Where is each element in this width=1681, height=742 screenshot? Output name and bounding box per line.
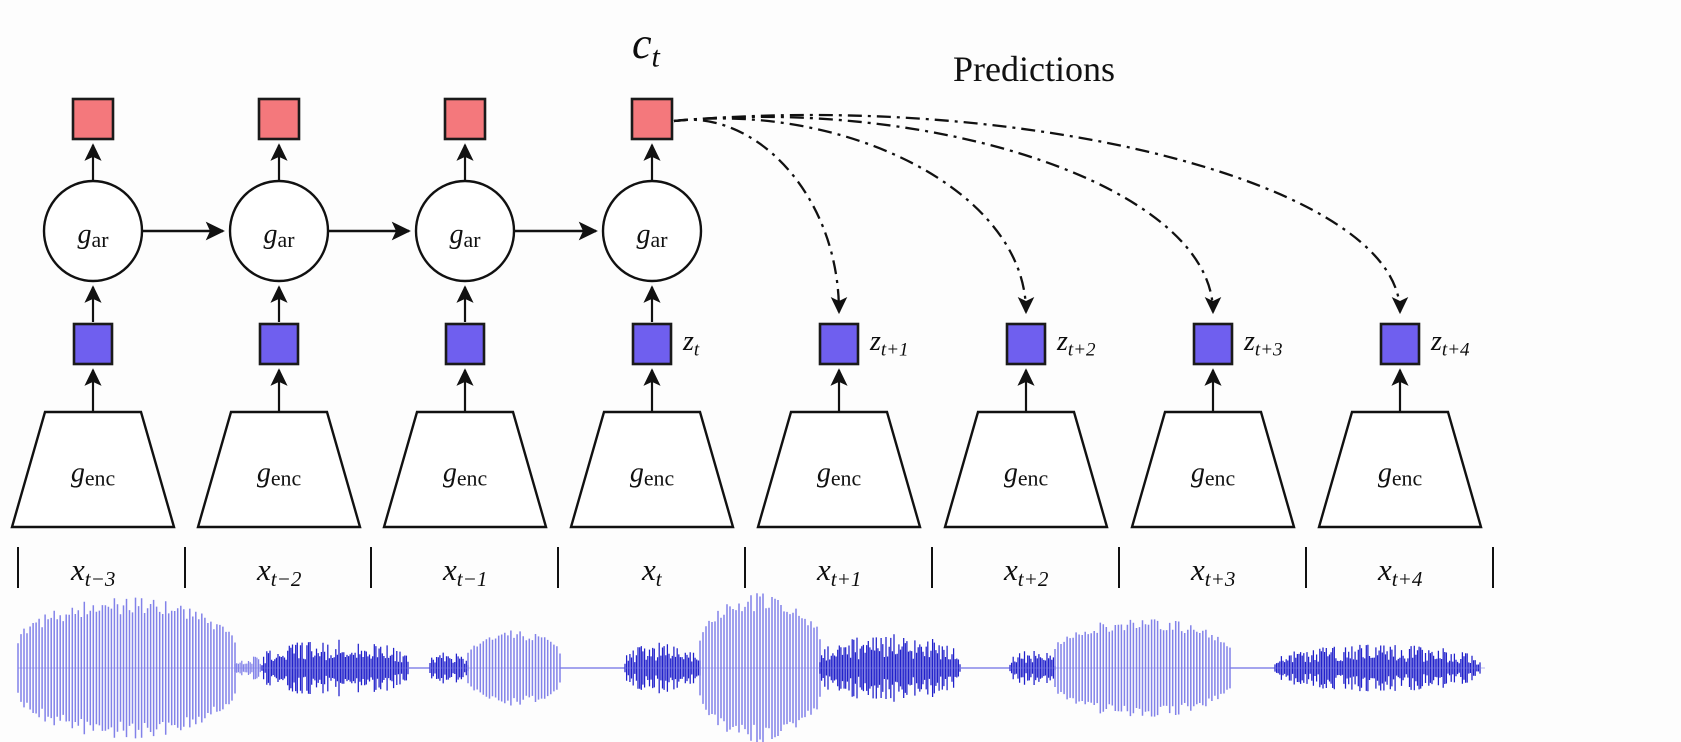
prediction-arrow-0: [673, 118, 848, 315]
encoder-trapezoid-1: [196, 410, 362, 529]
ar-node-label-1: gar: [264, 219, 296, 252]
ar-node-label-3: gar: [637, 219, 669, 252]
encoder-label-5: genc: [1004, 458, 1049, 491]
latent-label-3: zt: [683, 326, 700, 361]
input-label-6: xt+3: [1191, 552, 1236, 591]
encoder-label-2: genc: [443, 458, 488, 491]
latent-box-4[interactable]: [818, 322, 860, 366]
predictions-label: Predictions: [953, 49, 1115, 89]
encoder-label-6: genc: [1191, 458, 1236, 491]
encoder-trapezoid-3: [569, 410, 735, 529]
latent-box-0[interactable]: [72, 322, 114, 366]
prediction-arrow-1: [673, 117, 1035, 315]
latent-label-4: zt+1: [870, 326, 909, 361]
input-label-2: xt−1: [443, 552, 488, 591]
encoder-label-4: genc: [817, 458, 862, 491]
latent-label-5: zt+2: [1057, 326, 1096, 361]
context-vector-label: ct: [632, 19, 660, 74]
encoder-trapezoid-4: [756, 410, 922, 529]
input-label-5: xt+2: [1004, 552, 1049, 591]
latent-box-6[interactable]: [1192, 322, 1234, 366]
context-box-2[interactable]: [443, 97, 487, 141]
prediction-arrow-3: [673, 113, 1409, 315]
encoder-trapezoid-5: [943, 410, 1109, 529]
encoder-label-1: genc: [257, 458, 302, 491]
encoder-label-0: genc: [71, 458, 116, 491]
encoder-trapezoid-0: [10, 410, 176, 529]
context-box-0[interactable]: [71, 97, 115, 141]
ar-node-label-2: gar: [450, 219, 482, 252]
latent-label-7: zt+4: [1431, 326, 1470, 361]
latent-box-2[interactable]: [444, 322, 486, 366]
prediction-arrow-2: [673, 115, 1222, 315]
ar-node-label-0: gar: [78, 219, 110, 252]
latent-label-6: zt+3: [1244, 326, 1283, 361]
input-label-1: xt−2: [257, 552, 302, 591]
latent-box-1[interactable]: [258, 322, 300, 366]
encoder-label-7: genc: [1378, 458, 1423, 491]
encoder-trapezoid-2: [382, 410, 548, 529]
latent-box-3[interactable]: [631, 322, 673, 366]
input-label-4: xt+1: [817, 552, 862, 591]
encoder-trapezoid-7: [1317, 410, 1483, 529]
input-label-0: xt−3: [71, 552, 116, 591]
input-label-3: xt: [642, 552, 662, 591]
context-box-1[interactable]: [257, 97, 301, 141]
latent-box-7[interactable]: [1379, 322, 1421, 366]
latent-box-5[interactable]: [1005, 322, 1047, 366]
encoder-label-3: genc: [630, 458, 675, 491]
input-label-7: xt+4: [1378, 552, 1423, 591]
context-box-3[interactable]: [630, 97, 674, 141]
encoder-trapezoid-6: [1130, 410, 1296, 529]
